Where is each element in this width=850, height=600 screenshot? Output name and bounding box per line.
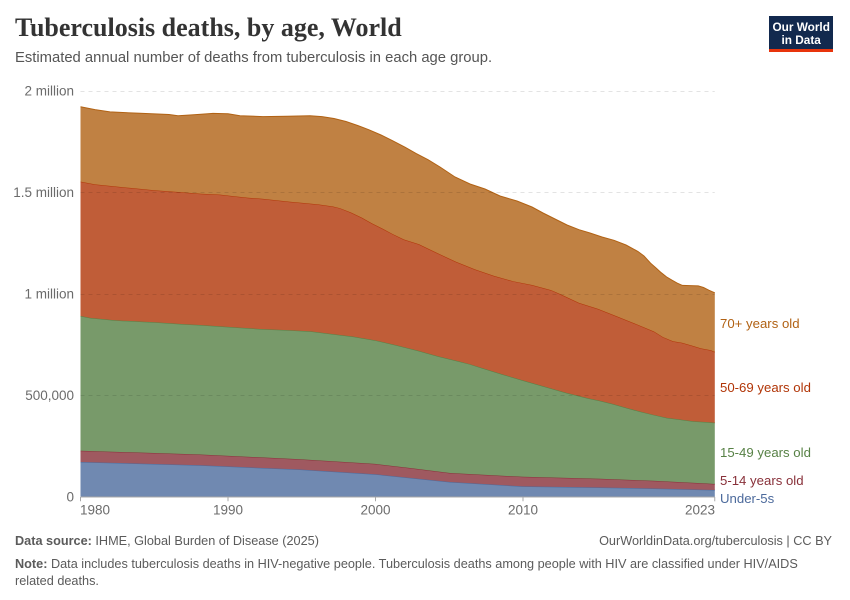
svg-text:70+ years old: 70+ years old [720,316,800,331]
svg-text:0: 0 [66,490,74,505]
svg-text:2023: 2023 [685,503,715,518]
svg-text:2000: 2000 [360,503,390,518]
svg-text:1990: 1990 [213,503,243,518]
svg-text:500,000: 500,000 [25,388,74,403]
svg-text:1 million: 1 million [24,287,74,302]
svg-text:2 million: 2 million [24,84,74,99]
svg-text:Under-5s: Under-5s [720,491,775,506]
svg-text:1.5 million: 1.5 million [13,185,74,200]
svg-text:1980: 1980 [80,503,110,518]
svg-text:5-14 years old: 5-14 years old [720,473,804,488]
svg-text:2010: 2010 [508,503,538,518]
svg-text:15-49 years old: 15-49 years old [720,445,811,460]
svg-text:50-69 years old: 50-69 years old [720,380,811,395]
